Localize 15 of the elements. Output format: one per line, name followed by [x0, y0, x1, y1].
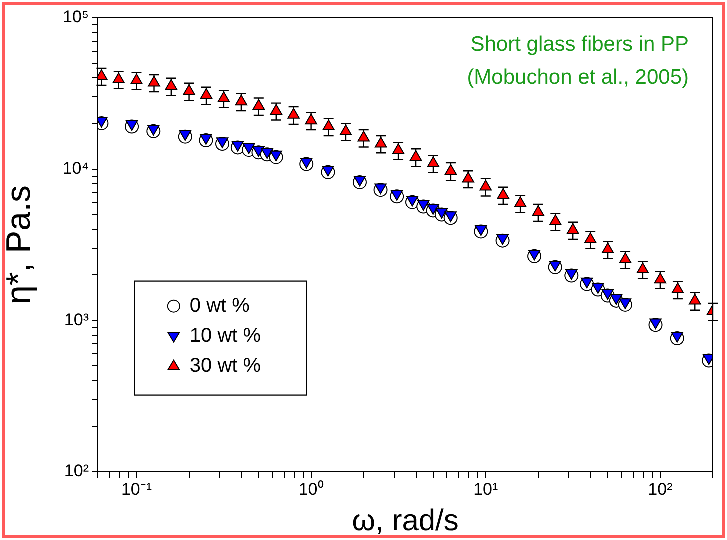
x-tick-label: 10⁰ — [298, 480, 324, 499]
y-tick-label: 10² — [64, 462, 90, 481]
legend-label: 10 wt % — [190, 324, 262, 347]
x-tick-label: 10¹ — [474, 480, 498, 499]
y-tick-label: 10³ — [64, 310, 90, 330]
y-tick-label: 10⁵ — [63, 8, 89, 27]
x-tick-label: 10⁻¹ — [121, 480, 152, 499]
annotation: Short glass fibers in PP — [470, 32, 689, 56]
annotation: (Mobuchon et al., 2005) — [467, 66, 689, 89]
x-tick-label: 10² — [648, 480, 674, 499]
legend-label: 0 wt % — [190, 294, 250, 317]
x-axis-title: ω, rad/s — [352, 504, 459, 538]
y-tick-label: 10⁴ — [62, 159, 89, 178]
legend-label: 30 wt % — [190, 354, 262, 377]
y-axis-title: η*, Pa.s — [0, 185, 38, 305]
